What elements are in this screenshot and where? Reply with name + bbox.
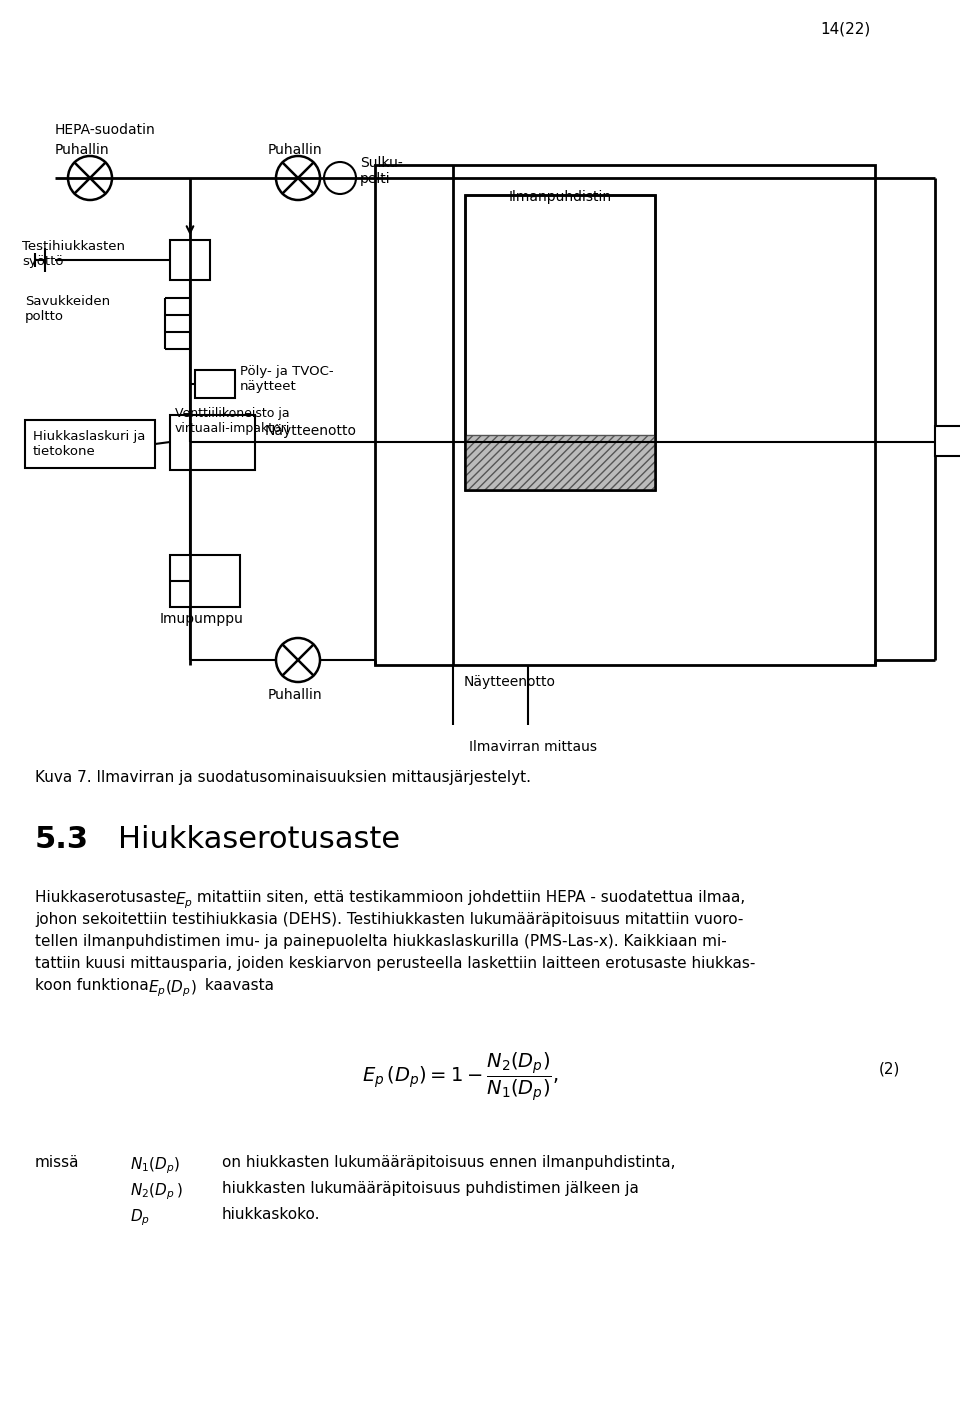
Text: Puhallin: Puhallin — [55, 142, 109, 157]
Text: Imupumppu: Imupumppu — [160, 612, 244, 627]
Text: missä: missä — [35, 1155, 80, 1171]
Bar — [170, 241, 210, 281]
Text: 14(22): 14(22) — [820, 21, 871, 37]
Text: $D_p$: $D_p$ — [130, 1208, 150, 1227]
Text: $N_2(D_p\,)$: $N_2(D_p\,)$ — [130, 1180, 182, 1202]
Text: $\mathbf{\mathit{E}}_{\mathit{p}}$: $\mathbf{\mathit{E}}_{\mathit{p}}$ — [175, 890, 193, 910]
Text: Näytteenotto: Näytteenotto — [464, 675, 556, 689]
Text: HEPA-suodatin: HEPA-suodatin — [55, 122, 156, 137]
Text: koon funktiona: koon funktiona — [35, 978, 154, 993]
Text: Puhallin: Puhallin — [268, 688, 323, 702]
Text: $E_p\,(D_p) = 1 - \dfrac{N_2(D_p)}{N_1(D_p)},$: $E_p\,(D_p) = 1 - \dfrac{N_2(D_p)}{N_1(D… — [362, 1049, 558, 1102]
Text: tellen ilmanpuhdistimen imu- ja painepuolelta hiukkaslaskurilla (PMS-Las-x). Kai: tellen ilmanpuhdistimen imu- ja painepuo… — [35, 934, 727, 948]
Text: Venttiilikoneisto ja
virtuaali-impaktori: Venttiilikoneisto ja virtuaali-impaktori — [175, 407, 290, 434]
Text: Näytteenotto: Näytteenotto — [265, 424, 357, 439]
Bar — [170, 555, 240, 607]
Bar — [375, 165, 875, 665]
Text: Savukkeiden
poltto: Savukkeiden poltto — [25, 295, 110, 323]
Text: Pöly- ja TVOC-
näytteet: Pöly- ja TVOC- näytteet — [240, 365, 334, 393]
Text: Hiukkaserotusaste: Hiukkaserotusaste — [118, 824, 400, 854]
Text: on hiukkasten lukumääräpitoisuus ennen ilmanpuhdistinta,: on hiukkasten lukumääräpitoisuus ennen i… — [222, 1155, 676, 1171]
Text: tattiin kuusi mittausparia, joiden keskiarvon perusteella laskettiin laitteen er: tattiin kuusi mittausparia, joiden keski… — [35, 956, 756, 971]
Bar — [465, 434, 655, 490]
Text: Kuva 7. Ilmavirran ja suodatusominaisuuksien mittausjärjestelyt.: Kuva 7. Ilmavirran ja suodatusominaisuuk… — [35, 770, 531, 785]
Bar — [935, 426, 960, 456]
Text: (2): (2) — [878, 1062, 900, 1077]
Bar — [465, 195, 655, 490]
Text: mitattiin siten, että testikammioon johdettiin HEPA - suodatettua ilmaa,: mitattiin siten, että testikammioon johd… — [192, 890, 745, 906]
Text: Puhallin: Puhallin — [268, 142, 323, 157]
Text: hiukkasten lukumääräpitoisuus puhdistimen jälkeen ja: hiukkasten lukumääräpitoisuus puhdistime… — [222, 1180, 638, 1196]
Bar — [465, 195, 655, 490]
Text: $N_1(D_p)$: $N_1(D_p)$ — [130, 1155, 180, 1176]
Text: Ilmanpuhdistin: Ilmanpuhdistin — [509, 189, 612, 204]
Text: Ilmavirran mittaus: Ilmavirran mittaus — [469, 740, 597, 753]
Text: Hiukkaserotusaste: Hiukkaserotusaste — [35, 890, 181, 906]
Text: Sulku-
pelti: Sulku- pelti — [360, 157, 403, 187]
Text: kaavasta: kaavasta — [200, 978, 274, 993]
Text: Hiukkaslaskuri ja
tietokone: Hiukkaslaskuri ja tietokone — [33, 430, 145, 459]
Bar — [195, 370, 235, 397]
Bar — [25, 420, 155, 468]
Text: $\mathbf{\mathit{E}}_{\mathit{p}}(\mathbf{\mathit{D}}_{\mathit{p}})$: $\mathbf{\mathit{E}}_{\mathit{p}}(\mathb… — [148, 978, 197, 998]
Text: hiukkaskoko.: hiukkaskoko. — [222, 1208, 321, 1222]
Text: Testihiukkasten
syöttö: Testihiukkasten syöttö — [22, 241, 125, 268]
Text: johon sekoitettiin testihiukkasia (DEHS). Testihiukkasten lukumääräpitoisuus mit: johon sekoitettiin testihiukkasia (DEHS)… — [35, 911, 743, 927]
Text: 5.3: 5.3 — [35, 824, 89, 854]
Bar — [170, 414, 255, 470]
